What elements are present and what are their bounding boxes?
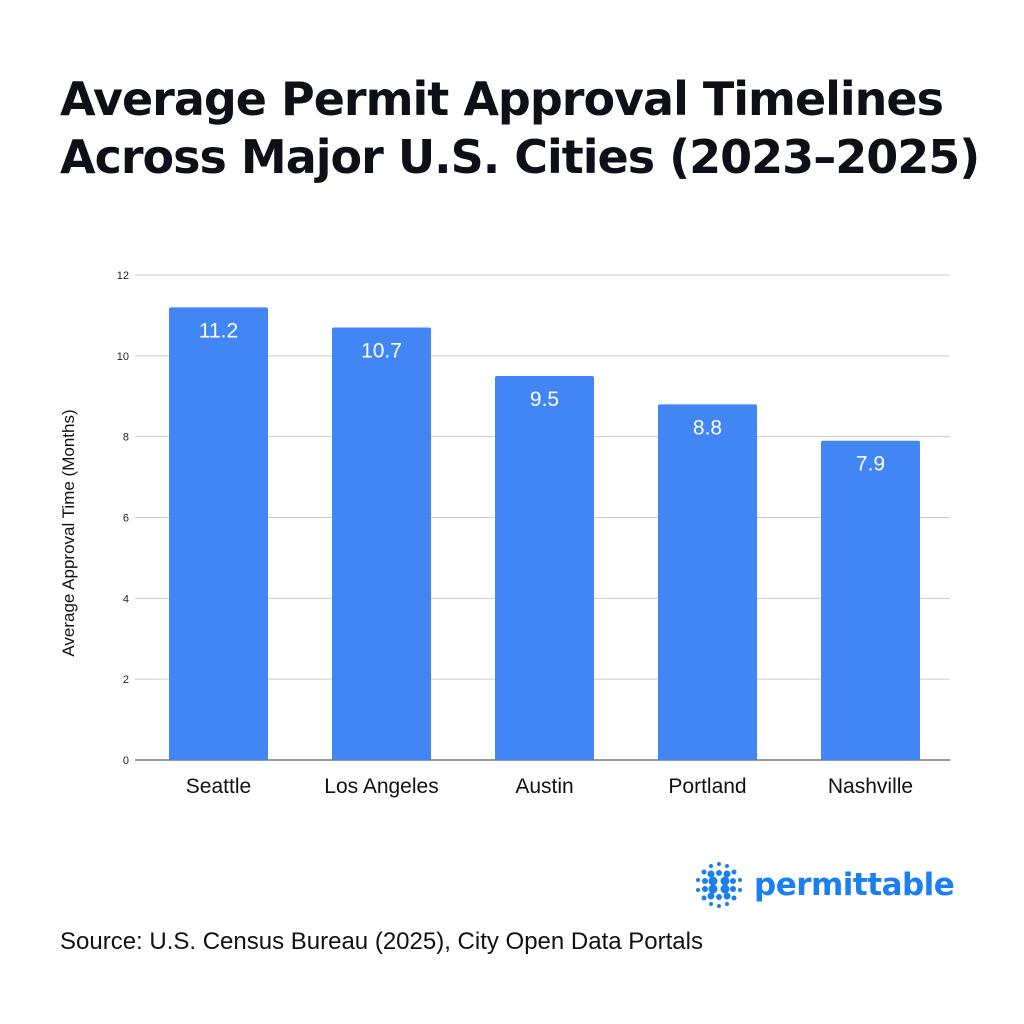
data-label: 11.2: [199, 319, 238, 342]
logo-dot: [725, 864, 729, 868]
x-tick-label: Austin: [515, 775, 573, 798]
bar-seattle: [169, 307, 268, 760]
logo-dot: [738, 888, 742, 892]
y-tick-label: 12: [117, 270, 129, 282]
data-label: 10.7: [361, 340, 402, 363]
bar-portland: [658, 404, 757, 760]
logo-dot: [702, 878, 708, 884]
logo-dot: [709, 902, 713, 906]
logo-dot: [701, 869, 707, 875]
logo-dot: [709, 864, 713, 868]
logo-dot: [716, 894, 722, 900]
logo-dot: [720, 884, 730, 894]
logo-dot: [738, 878, 742, 882]
logo-dot: [730, 878, 736, 884]
y-tick-label: 6: [123, 513, 129, 525]
logo-text: permittable: [754, 867, 955, 903]
logo-dot: [720, 876, 730, 886]
logo-dot: [731, 895, 737, 901]
x-tick-label: Los Angeles: [324, 775, 438, 798]
logo-dot: [730, 886, 736, 892]
x-tick-label: Seattle: [186, 775, 251, 798]
bar-los-angeles: [332, 327, 431, 760]
logo-dot: [701, 895, 707, 901]
chart-title-line-2: Across Major U.S. Cities (2023–2025): [60, 130, 980, 184]
logo-dot: [696, 878, 700, 882]
x-tick-label: Nashville: [828, 775, 913, 798]
data-label: 8.8: [693, 416, 722, 439]
y-axis-label: Average Approval Time (Months): [59, 409, 78, 656]
logo-dot: [708, 876, 718, 886]
permittable-logo: permittable: [694, 860, 955, 910]
logo-dot: [723, 870, 731, 878]
y-tick-label: 0: [123, 755, 129, 767]
chart-title-line-1: Average Permit Approval Timelines: [60, 72, 944, 126]
y-tick-label: 10: [117, 351, 129, 363]
logo-dot: [725, 902, 729, 906]
y-tick-label: 2: [123, 674, 129, 686]
logo-dot: [696, 888, 700, 892]
logo-dot: [731, 869, 737, 875]
logo-dot: [708, 884, 718, 894]
logo-dot: [716, 870, 722, 876]
data-label: 9.5: [530, 388, 559, 411]
bar-nashville: [821, 440, 920, 760]
dot-grid-icon: [696, 862, 742, 908]
logo-dot: [717, 904, 721, 908]
logo-dot: [707, 892, 715, 900]
y-tick-label: 8: [123, 432, 129, 444]
source-note: Source: U.S. Census Bureau (2025), City …: [60, 928, 703, 955]
logo-dot: [702, 886, 708, 892]
logo-dot: [723, 892, 731, 900]
chart-title: Average Permit Approval Timelines Across…: [60, 70, 1000, 186]
logo-dot: [707, 870, 715, 878]
bar-austin: [495, 376, 594, 760]
logo-dot: [717, 862, 721, 866]
y-tick-label: 4: [123, 593, 129, 605]
data-label: 7.9: [856, 453, 885, 476]
x-tick-label: Portland: [668, 775, 746, 798]
